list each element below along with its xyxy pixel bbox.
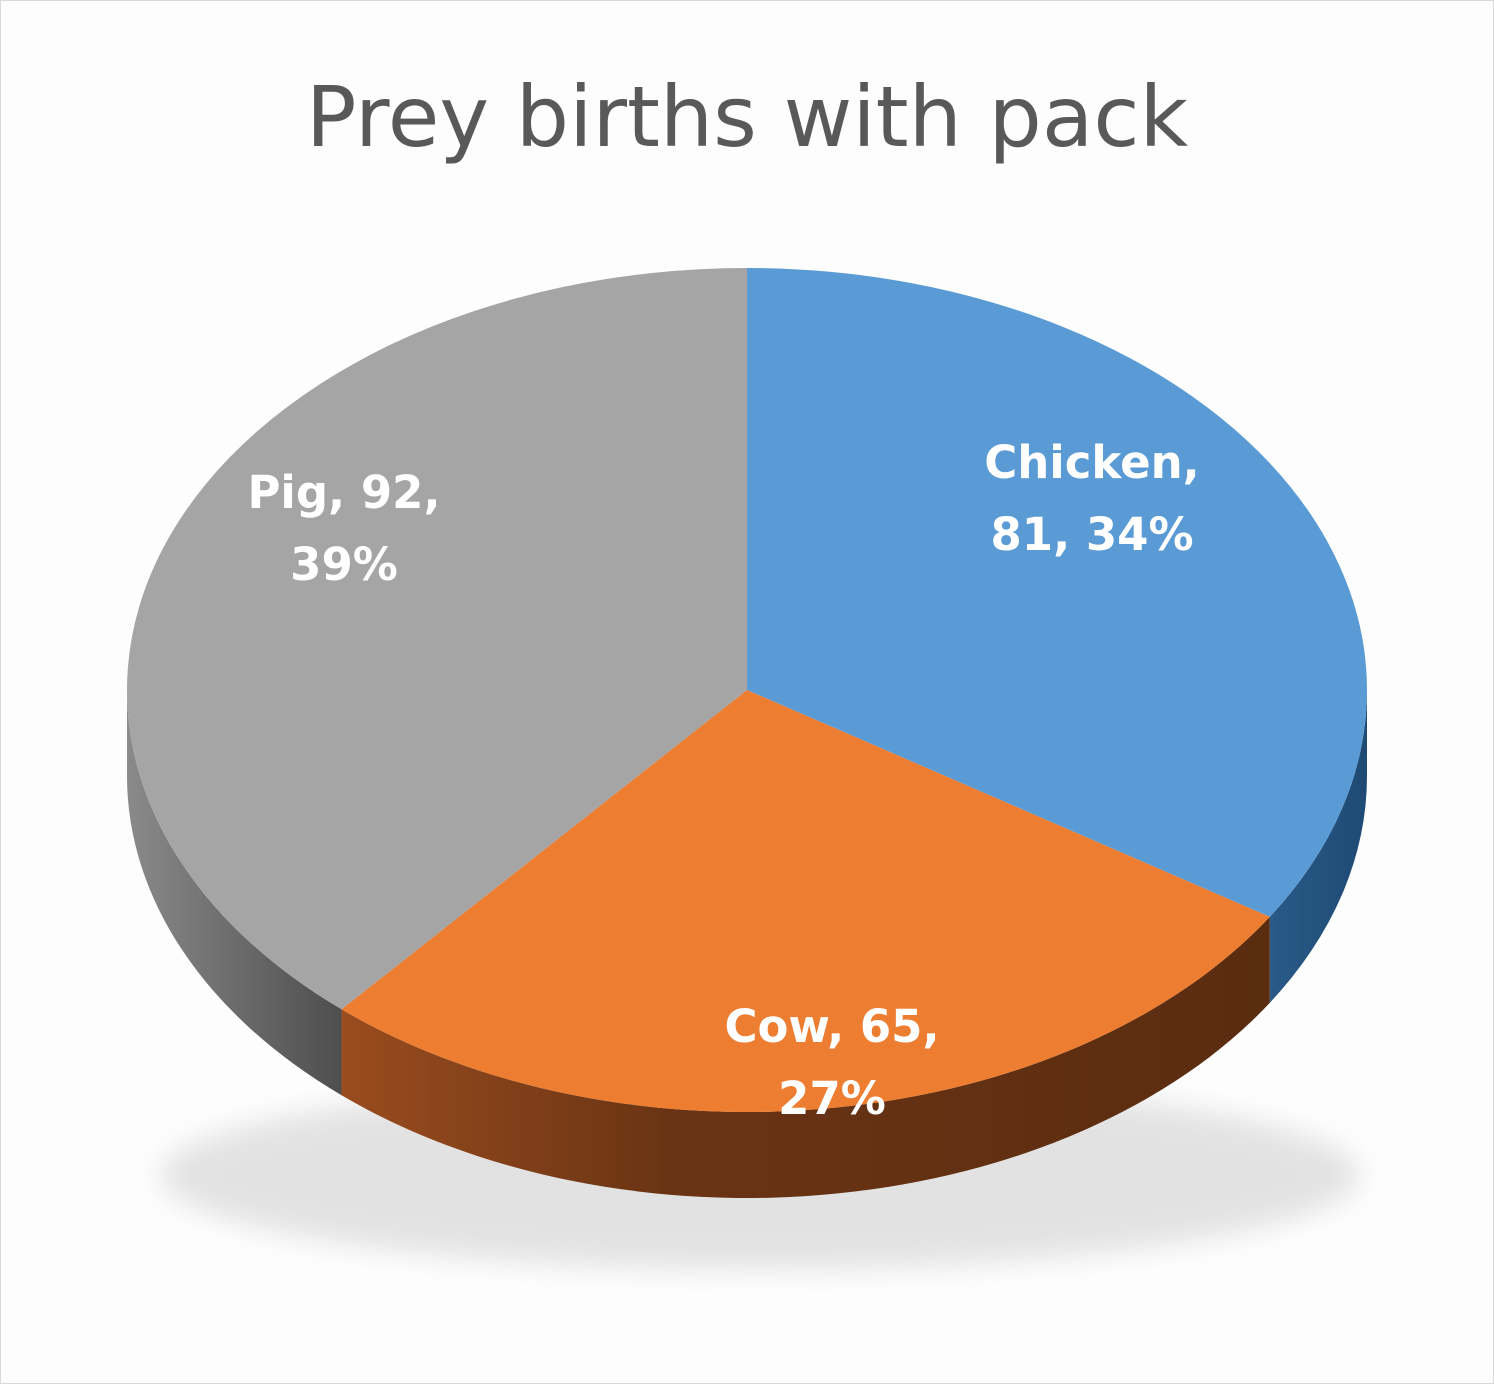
data-label-pig: Pig, 92, 39% <box>247 466 440 591</box>
pie-side-pig <box>127 690 342 1096</box>
data-label-chicken-line2: 81, 34% <box>990 508 1193 561</box>
pie-side-chicken <box>1269 690 1367 1003</box>
data-label-pig-line2: 39% <box>290 538 398 591</box>
pie-side-cow <box>341 916 1270 1198</box>
pie-sides <box>127 690 1367 1198</box>
pie-slice-cow <box>341 690 1270 1112</box>
data-label-cow-line2: 27% <box>778 1072 886 1125</box>
chart-title: Prey births with pack <box>305 68 1189 166</box>
pie-labels: Chicken, 81, 34% Cow, 65, 27% Pig, 92, 39% <box>247 436 1199 1125</box>
data-label-cow: Cow, 65, 27% <box>724 1000 939 1125</box>
data-label-chicken: Chicken, 81, 34% <box>984 436 1200 561</box>
data-label-pig-line1: Pig, 92, <box>247 466 440 519</box>
data-label-cow-line1: Cow, 65, <box>724 1000 939 1053</box>
pie-slice-pig <box>126 267 747 1010</box>
data-label-chicken-line1: Chicken, <box>984 436 1200 489</box>
pie-slices <box>126 267 1367 1112</box>
pie-slice-chicken <box>747 268 1367 917</box>
